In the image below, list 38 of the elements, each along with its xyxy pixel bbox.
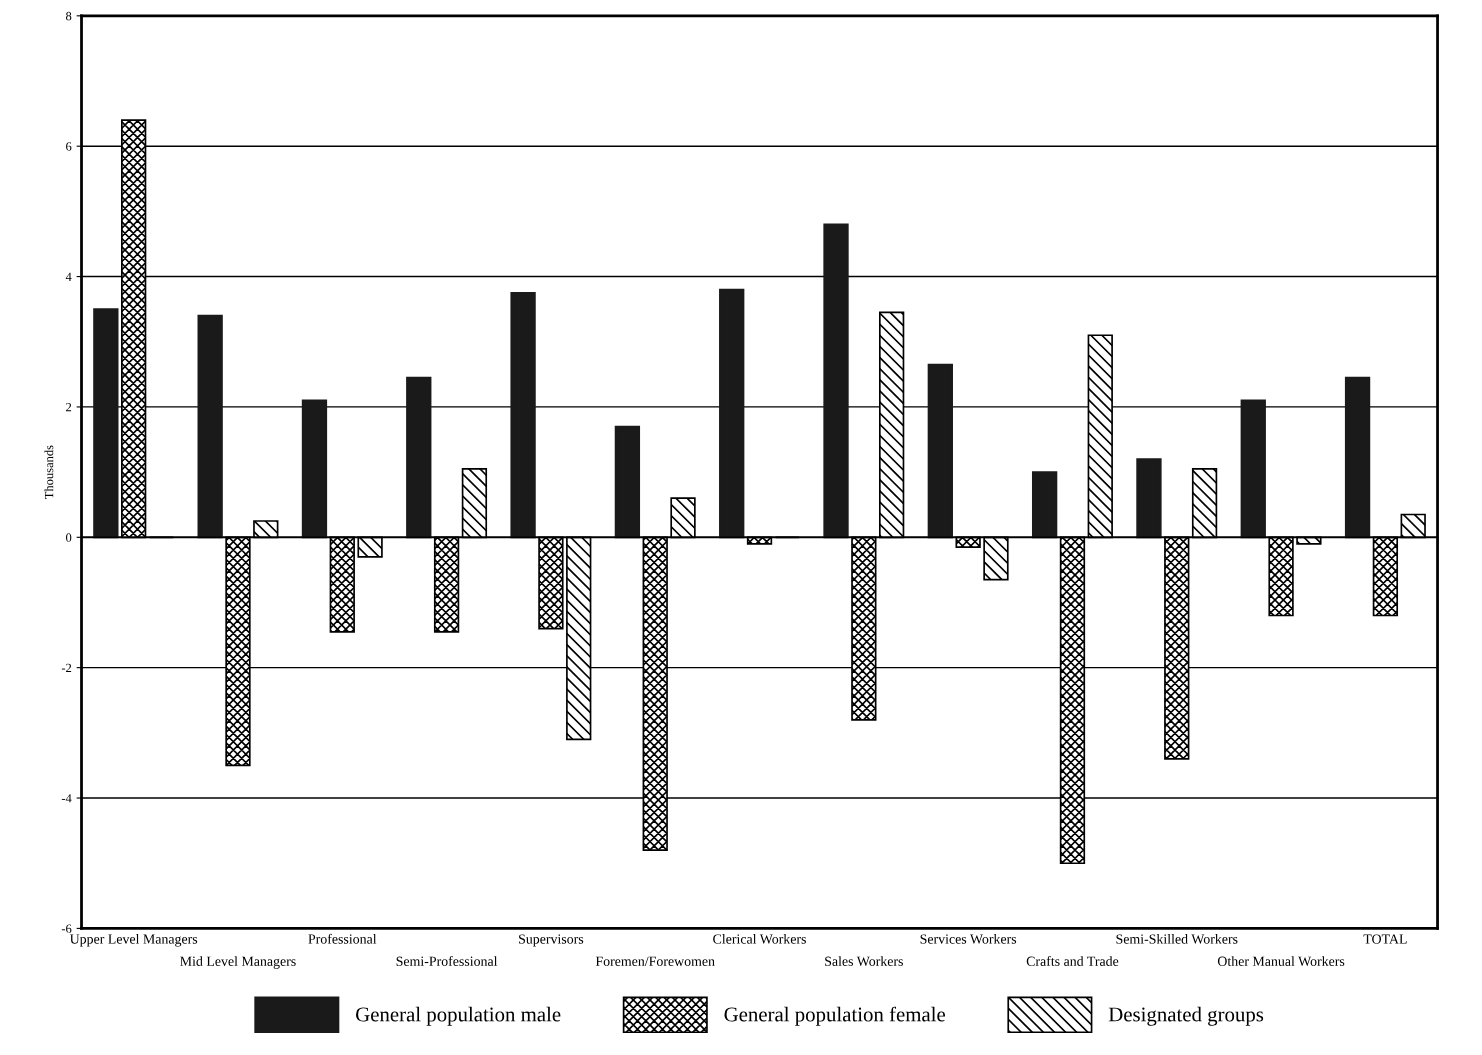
x-tick-label: Sales Workers [825,956,903,967]
y-tick-label: 2 [66,402,72,412]
bar [510,292,536,539]
legend-label: General population male [356,1006,561,1026]
y-tick-label: 8 [66,11,72,21]
bar [614,425,641,539]
legend-label: General population female [724,1006,946,1026]
bar [93,308,119,539]
x-tick-label: Semi-Professional [396,956,498,966]
x-tick-label: Supervisors [519,934,584,947]
x-tick-label: Other Manual Workers [1217,956,1345,967]
x-tick-label: Clerical Workers [713,933,806,944]
bar [1031,471,1058,539]
x-tick-label: Upper Level Managers [69,933,198,947]
x-tick-label: Professional [308,933,377,944]
y-axis-title: Thousands [44,445,54,499]
bar [823,223,849,539]
x-tick-label: Mid Level Managers [180,956,296,969]
bar [1136,458,1162,539]
bar [301,399,328,539]
x-tick-label: Foremen/Forewomen [595,956,715,966]
y-tick-label: 0 [66,533,72,542]
y-tick-label: -2 [61,663,72,672]
x-tick-label: Services Workers [920,933,1017,944]
x-tick-label: TOTAL [1363,934,1407,944]
legend-label: Designated groups [1108,1006,1264,1026]
bar [927,363,953,539]
bar [197,314,223,539]
y-tick-label: 4 [65,272,72,281]
x-tick-label: Semi-Skilled Workers [1116,933,1238,944]
x-tick-label: Crafts and Trade [1026,956,1119,966]
bar [1240,399,1266,539]
y-tick-label: -4 [61,794,72,803]
bar [406,376,432,539]
bar [719,288,745,539]
bar [1344,376,1371,539]
y-tick-label: -6 [61,924,72,933]
y-tick-label: 6 [66,142,72,151]
